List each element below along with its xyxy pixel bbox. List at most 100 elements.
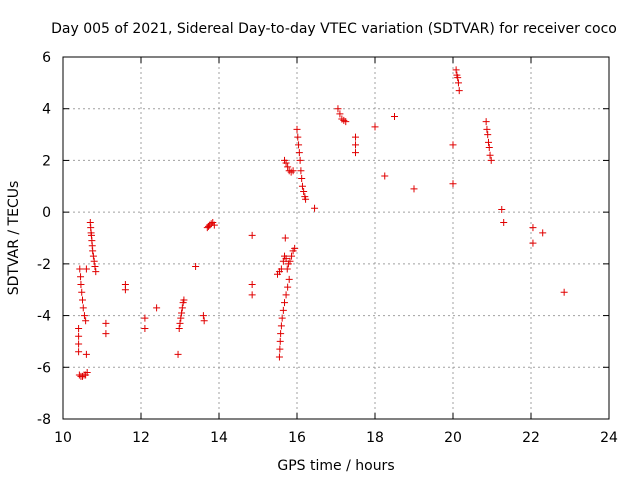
data-point <box>79 296 86 304</box>
data-point <box>483 125 491 133</box>
y-axis-label: SDTVAR / TECUs <box>6 181 22 296</box>
data-point <box>90 257 98 265</box>
data-point <box>282 159 290 167</box>
data-point <box>89 252 97 260</box>
data-point <box>334 105 342 113</box>
data-point <box>498 206 506 214</box>
data-point <box>342 118 350 126</box>
data-point <box>275 353 283 361</box>
x-tick-label: 12 <box>132 430 150 446</box>
data-point <box>484 138 492 146</box>
data-point <box>410 185 418 193</box>
data-point <box>121 286 129 294</box>
x-tick-label: 20 <box>444 430 462 446</box>
data-point <box>176 319 184 327</box>
y-tick-label: -6 <box>37 360 51 376</box>
data-point <box>282 291 290 299</box>
data-point <box>77 273 85 281</box>
data-point <box>486 151 494 159</box>
data-point <box>284 163 292 171</box>
data-point <box>79 372 86 380</box>
data-point <box>295 149 303 157</box>
data-point <box>192 262 200 270</box>
y-tick-label: 6 <box>42 50 51 66</box>
data-point <box>178 304 186 312</box>
data-point <box>200 317 208 325</box>
data-point <box>295 141 303 149</box>
data-point <box>210 221 218 229</box>
data-point <box>175 325 183 332</box>
data-point <box>455 87 463 95</box>
data-point <box>288 252 296 260</box>
data-point <box>178 309 186 317</box>
data-point <box>276 337 284 345</box>
data-point <box>83 368 91 376</box>
data-point <box>91 262 99 270</box>
grid <box>63 57 609 419</box>
data-point <box>89 247 97 255</box>
data-point <box>75 348 83 356</box>
data-point <box>302 195 310 203</box>
data-points <box>75 66 568 380</box>
data-point <box>283 265 291 273</box>
data-point <box>141 325 149 332</box>
data-point <box>92 268 100 276</box>
data-point <box>391 112 398 120</box>
data-point <box>529 239 537 247</box>
x-tick-label: 10 <box>54 430 72 446</box>
data-point <box>482 118 490 126</box>
data-point <box>285 275 293 283</box>
data-point <box>199 312 207 320</box>
data-point <box>500 218 508 226</box>
data-point <box>248 281 256 289</box>
data-point <box>77 281 85 289</box>
data-point <box>282 255 290 263</box>
data-point <box>141 314 149 322</box>
data-point <box>291 244 299 252</box>
data-point <box>207 220 215 228</box>
data-point <box>279 306 287 314</box>
data-point <box>487 156 495 164</box>
data-point <box>248 291 256 299</box>
data-point <box>276 345 284 353</box>
data-point <box>153 304 161 312</box>
x-tick-labels: 10 12 14 16 18 20 22 24 <box>54 430 618 446</box>
data-point <box>352 141 359 149</box>
x-tick-label: 24 <box>600 430 618 446</box>
x-tick-label: 16 <box>288 430 306 446</box>
x-axis-label: GPS time / hours <box>277 458 394 474</box>
data-point <box>277 322 285 330</box>
data-point <box>298 182 306 190</box>
data-point <box>82 265 90 273</box>
data-point <box>277 330 285 338</box>
data-point <box>484 131 492 139</box>
data-point <box>289 167 297 175</box>
y-tick-label: -2 <box>37 257 51 273</box>
data-point <box>174 350 182 358</box>
y-tick-labels: -8 -6 -4 -2 0 2 4 6 <box>37 50 51 428</box>
data-point <box>297 167 305 175</box>
data-point <box>454 79 462 87</box>
data-point <box>560 288 568 296</box>
data-point <box>177 314 185 322</box>
data-point <box>286 257 294 265</box>
data-point <box>281 299 289 307</box>
chart-title: Day 005 of 2021, Sidereal Day-to-day VTE… <box>51 21 617 37</box>
data-point <box>278 314 286 322</box>
data-point <box>454 74 462 82</box>
x-tick-label: 18 <box>366 430 384 446</box>
data-point <box>82 317 90 325</box>
data-point <box>352 149 359 157</box>
data-point <box>102 330 110 338</box>
data-point <box>529 224 537 232</box>
data-point <box>277 265 285 273</box>
data-point <box>294 133 302 141</box>
data-point <box>248 231 256 239</box>
x-tick-label: 22 <box>522 430 540 446</box>
data-point <box>296 156 304 164</box>
data-point <box>300 187 308 195</box>
data-point <box>539 229 547 237</box>
y-tick-label: -4 <box>37 309 51 325</box>
data-point <box>293 125 301 133</box>
data-point <box>449 141 457 149</box>
